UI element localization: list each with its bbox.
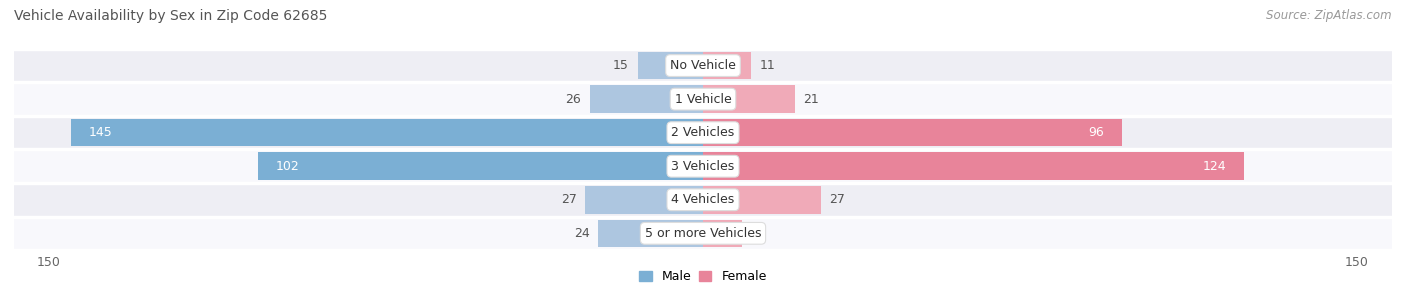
Bar [6, 49, 1400, 82]
Text: 1 Vehicle: 1 Vehicle [675, 93, 731, 106]
Text: 27: 27 [830, 193, 845, 206]
Text: No Vehicle: No Vehicle [671, 59, 735, 72]
Text: 26: 26 [565, 93, 581, 106]
Bar [6, 217, 1400, 250]
Bar [6, 82, 1400, 116]
Text: 96: 96 [1088, 126, 1104, 139]
Bar [703, 52, 751, 79]
Legend: Male, Female: Male, Female [634, 265, 772, 288]
Bar [703, 152, 1244, 180]
Text: 4 Vehicles: 4 Vehicles [672, 193, 734, 206]
Text: 9: 9 [751, 227, 759, 240]
Text: Source: ZipAtlas.com: Source: ZipAtlas.com [1267, 9, 1392, 22]
Bar [703, 186, 821, 213]
Text: Vehicle Availability by Sex in Zip Code 62685: Vehicle Availability by Sex in Zip Code … [14, 9, 328, 23]
Bar [70, 119, 703, 146]
Text: 145: 145 [89, 126, 112, 139]
Bar [703, 85, 794, 113]
Bar [6, 149, 1400, 183]
Text: 11: 11 [759, 59, 776, 72]
Text: 21: 21 [803, 93, 820, 106]
Text: 5 or more Vehicles: 5 or more Vehicles [645, 227, 761, 240]
Bar [259, 152, 703, 180]
Text: 27: 27 [561, 193, 576, 206]
Bar [703, 119, 1122, 146]
Text: 24: 24 [574, 227, 589, 240]
Bar [589, 85, 703, 113]
Bar [599, 220, 703, 247]
Text: 124: 124 [1202, 160, 1226, 173]
Bar [703, 220, 742, 247]
Text: 102: 102 [276, 160, 299, 173]
Bar [637, 52, 703, 79]
Bar [585, 186, 703, 213]
Bar [6, 183, 1400, 217]
Text: 2 Vehicles: 2 Vehicles [672, 126, 734, 139]
Text: 15: 15 [613, 59, 628, 72]
Bar [6, 116, 1400, 149]
Text: 3 Vehicles: 3 Vehicles [672, 160, 734, 173]
